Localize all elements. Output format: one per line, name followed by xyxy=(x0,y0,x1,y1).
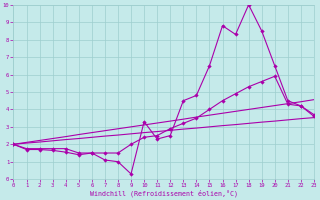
X-axis label: Windchill (Refroidissement éolien,°C): Windchill (Refroidissement éolien,°C) xyxy=(90,190,238,197)
